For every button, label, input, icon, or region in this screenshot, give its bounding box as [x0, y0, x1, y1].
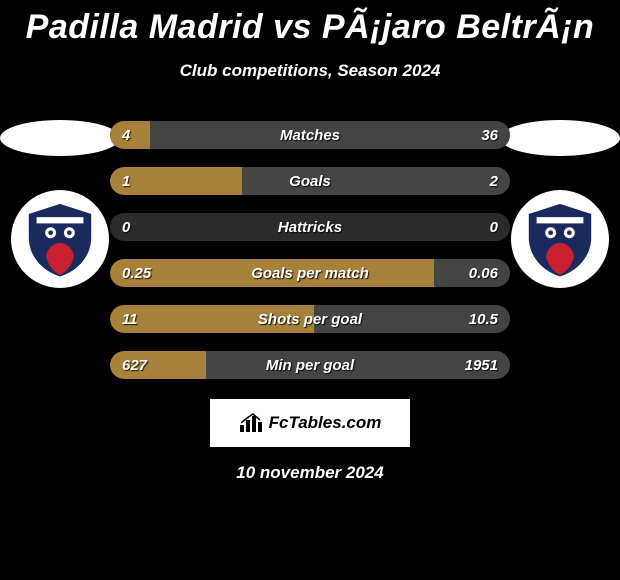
club-logo-right	[511, 190, 609, 288]
stat-row: 1110.5Shots per goal	[110, 305, 510, 333]
stats-table: 436Matches 12Goals 00Hattricks 0.250.06Goal…	[110, 121, 510, 379]
stat-row: 12Goals	[110, 167, 510, 195]
stat-row: 00Hattricks	[110, 213, 510, 241]
player-silhouette-left	[0, 120, 120, 156]
comparison-subtitle: Club competitions, Season 2024	[0, 61, 620, 81]
comparison-title: Padilla Madrid vs PÃ¡jaro BeltrÃ¡n	[0, 0, 620, 47]
stat-label: Hattricks	[110, 219, 510, 236]
left-player-column	[0, 120, 120, 288]
bar-chart-icon	[239, 413, 263, 433]
stat-row: 0.250.06Goals per match	[110, 259, 510, 287]
shield-icon	[21, 200, 99, 278]
snapshot-date: 10 november 2024	[0, 463, 620, 483]
stat-label: Matches	[110, 127, 510, 144]
stat-label: Goals	[110, 173, 510, 190]
stat-label: Min per goal	[110, 357, 510, 374]
stat-label: Shots per goal	[110, 311, 510, 328]
club-logo-left	[11, 190, 109, 288]
player-silhouette-right	[500, 120, 620, 156]
branding-text: FcTables.com	[269, 413, 382, 433]
shield-icon	[521, 200, 599, 278]
stat-row: 6271951Min per goal	[110, 351, 510, 379]
right-player-column	[500, 120, 620, 288]
branding-badge: FcTables.com	[210, 399, 410, 447]
stat-label: Goals per match	[110, 265, 510, 282]
stat-row: 436Matches	[110, 121, 510, 149]
